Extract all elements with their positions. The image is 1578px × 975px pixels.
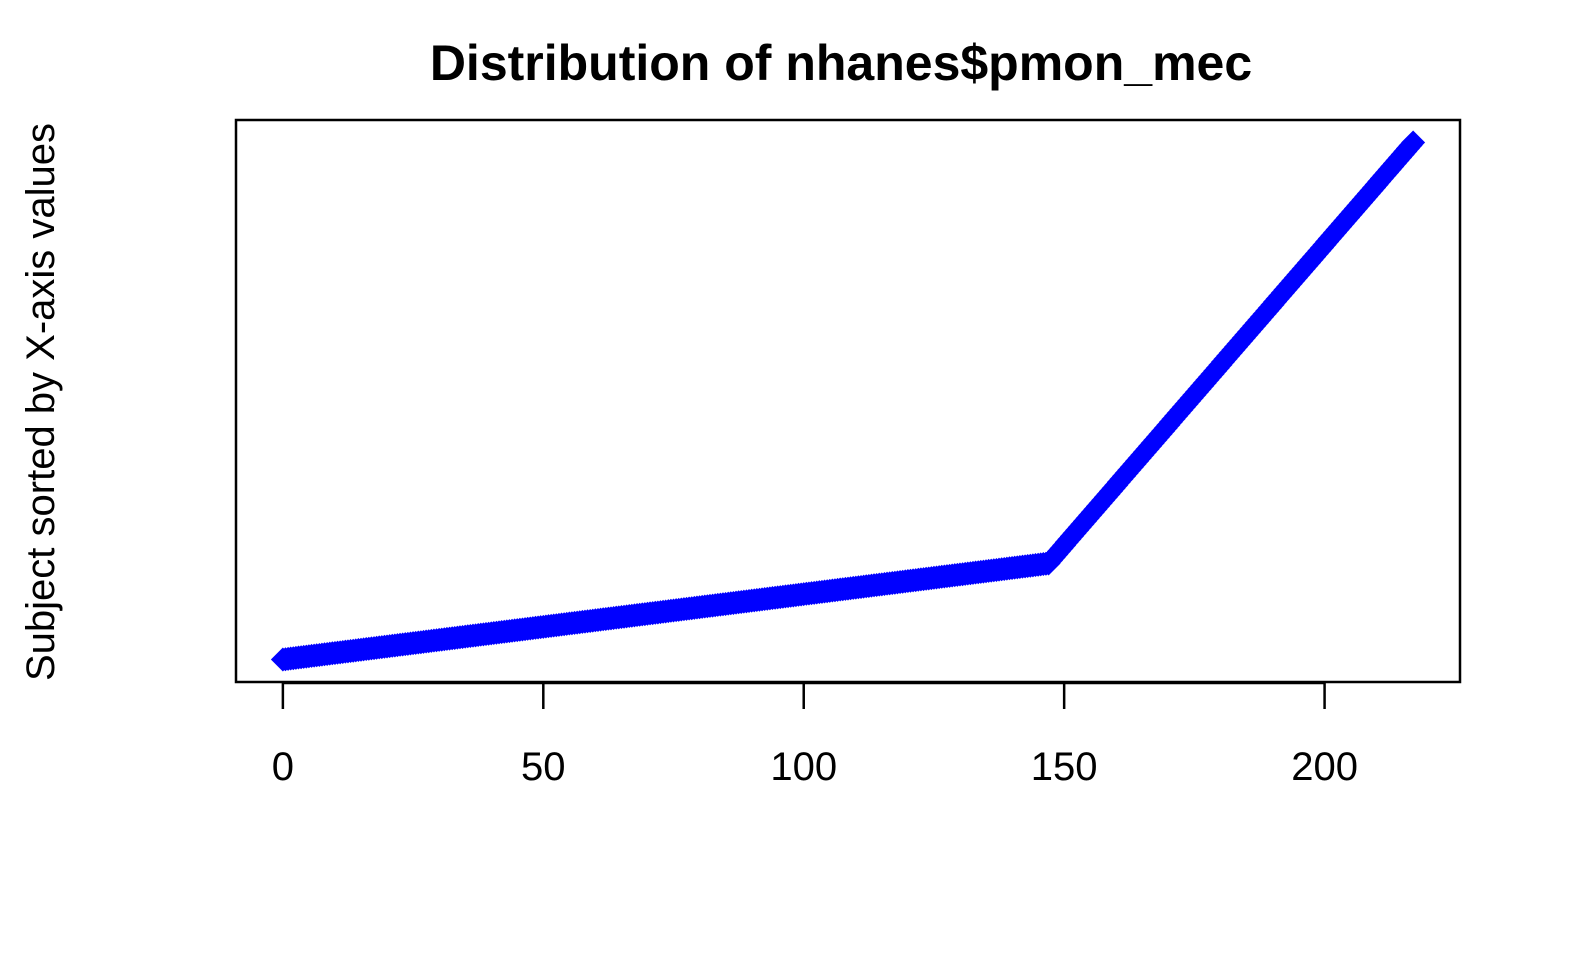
chart-title: Distribution of nhanes$pmon_mec (430, 35, 1252, 91)
data-point (1401, 130, 1426, 155)
x-tick-label: 100 (770, 745, 837, 789)
x-axis-ticks: 0 50 100 150 200 (272, 683, 1358, 789)
x-tick-label: 0 (272, 745, 294, 789)
x-tick-label: 200 (1291, 745, 1358, 789)
data-points (270, 130, 1426, 672)
y-axis-label: Subject sorted by X-axis values (19, 123, 63, 681)
x-tick-label: 150 (1031, 745, 1098, 789)
x-tick-label: 50 (521, 745, 566, 789)
